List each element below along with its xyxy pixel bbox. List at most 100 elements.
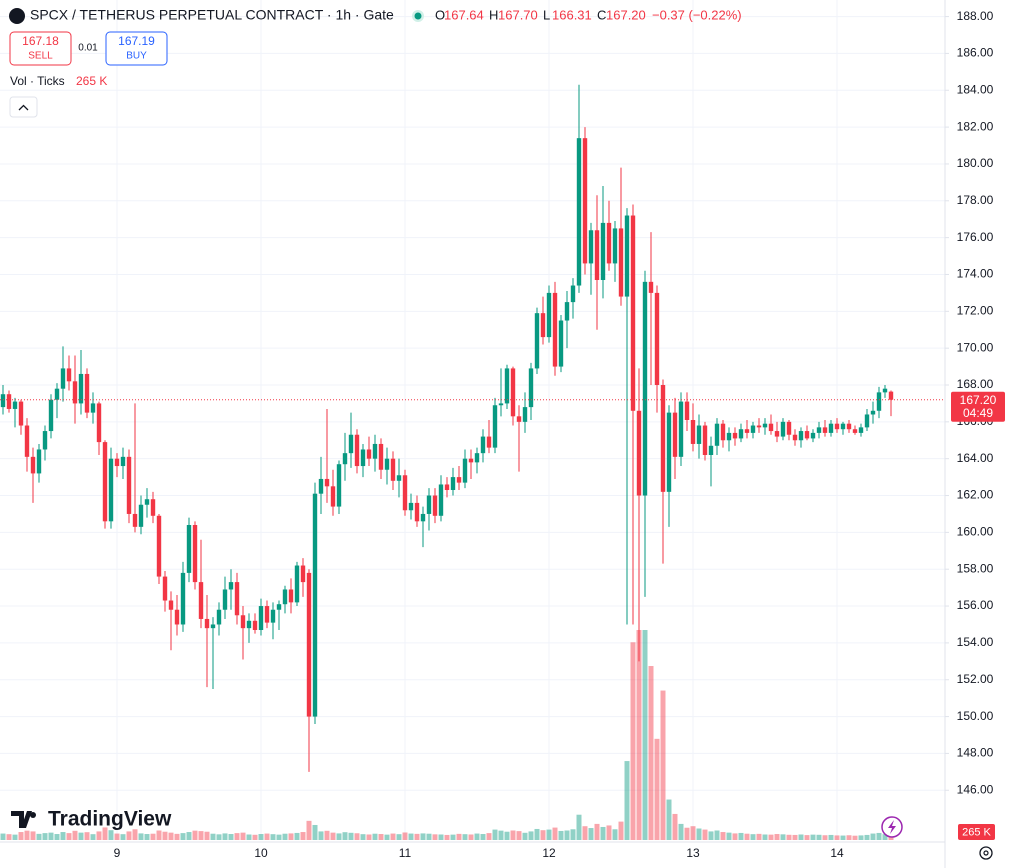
volume-bar xyxy=(582,826,588,840)
candle-body xyxy=(186,525,192,573)
y-tick-label: 160.00 xyxy=(957,525,994,539)
candle-body xyxy=(738,429,744,439)
candle-body xyxy=(444,484,450,490)
symbol-icon[interactable] xyxy=(9,8,25,24)
candle-body xyxy=(876,392,882,411)
volume-bar xyxy=(0,833,6,840)
volume-bar xyxy=(768,834,774,840)
candle-body xyxy=(684,401,690,420)
candle-body xyxy=(546,292,552,338)
volume-bar xyxy=(444,834,450,840)
volume-bar xyxy=(426,833,432,840)
volume-bar xyxy=(300,832,306,840)
volume-bar xyxy=(618,821,624,840)
candle-body xyxy=(660,385,666,492)
candle-body xyxy=(270,609,276,623)
candle-body xyxy=(576,138,582,286)
candle-body xyxy=(798,431,804,441)
candle-body xyxy=(492,405,498,448)
volume-bar xyxy=(546,829,552,840)
candle-body xyxy=(882,388,888,393)
volume-bar xyxy=(324,830,330,840)
sell-button[interactable] xyxy=(9,31,72,66)
candle-body xyxy=(360,449,366,467)
volume-bar xyxy=(270,834,276,840)
candle-body xyxy=(582,138,588,264)
volume-bar xyxy=(372,833,378,840)
volume-bar xyxy=(138,833,144,840)
volume-bar xyxy=(36,833,42,840)
candle-body xyxy=(180,572,186,625)
volume-tag-label: 265 K xyxy=(962,826,991,838)
volume-bar xyxy=(786,834,792,840)
buy-button[interactable] xyxy=(105,31,168,66)
candle-body xyxy=(858,427,864,433)
volume-bar xyxy=(798,834,804,840)
volume-bar xyxy=(642,630,648,840)
volume-bar xyxy=(594,823,600,840)
volume-bar xyxy=(744,833,750,840)
volume-bar xyxy=(522,832,528,840)
candle-body xyxy=(690,420,696,444)
candle-body xyxy=(84,373,90,413)
x-tick-label: 10 xyxy=(254,846,268,860)
volume-bar xyxy=(474,833,480,840)
volume-bar xyxy=(852,835,858,840)
volume-bar xyxy=(180,833,186,840)
settings-button[interactable] xyxy=(979,846,993,860)
volume-bar xyxy=(276,834,282,840)
volume-bar xyxy=(438,834,444,840)
volume-bar xyxy=(354,833,360,840)
candle-body xyxy=(522,407,528,422)
volume-bar xyxy=(528,831,534,840)
candle-body xyxy=(708,445,714,455)
volume-bar xyxy=(732,833,738,840)
candle-body xyxy=(132,513,138,527)
y-tick-label: 174.00 xyxy=(957,267,994,281)
volume-bar xyxy=(294,832,300,840)
candle-body xyxy=(498,403,504,406)
volume-bar xyxy=(702,829,708,840)
candle-body xyxy=(780,421,786,437)
volume-bar xyxy=(414,833,420,840)
volume-bar xyxy=(198,831,204,840)
candle-body xyxy=(156,515,162,577)
candle-body xyxy=(324,478,330,487)
candle-body xyxy=(624,215,630,297)
collapse-button[interactable] xyxy=(9,96,38,118)
branding: TradingView xyxy=(48,808,172,831)
candle-body xyxy=(558,320,564,367)
candle-body xyxy=(852,429,858,433)
volume-bar xyxy=(738,832,744,840)
candle-body xyxy=(870,410,876,415)
candle-body xyxy=(486,436,492,448)
candle-body xyxy=(168,600,174,610)
symbol-title[interactable]: SPCX / TETHERUS PERPETUAL CONTRACT · 1h … xyxy=(30,7,394,23)
y-tick-label: 172.00 xyxy=(957,303,994,317)
candle-body xyxy=(282,589,288,605)
volume-bar xyxy=(378,834,384,840)
volume-bar xyxy=(84,832,90,840)
candle-body xyxy=(534,313,540,369)
volume-bar xyxy=(660,690,666,840)
volume-bar xyxy=(114,833,120,840)
volume-bar xyxy=(570,829,576,840)
volume-bar xyxy=(336,833,342,840)
volume-bar xyxy=(318,831,324,840)
candle-body xyxy=(588,230,594,264)
candle-body xyxy=(672,412,678,457)
volume-bar xyxy=(876,832,882,840)
buy-price: 167.19 xyxy=(118,34,155,48)
volume-bar xyxy=(30,831,36,840)
volume-bar xyxy=(810,834,816,840)
volume-bar xyxy=(168,832,174,840)
candle-body xyxy=(468,458,474,463)
volume-bar xyxy=(864,834,870,840)
volume-bar xyxy=(156,830,162,840)
volume-bar xyxy=(240,832,246,840)
volume-bar xyxy=(204,831,210,840)
volume-bar xyxy=(558,830,564,840)
candle-body xyxy=(762,423,768,428)
candle-body xyxy=(756,425,762,428)
volume-bar xyxy=(78,832,84,840)
